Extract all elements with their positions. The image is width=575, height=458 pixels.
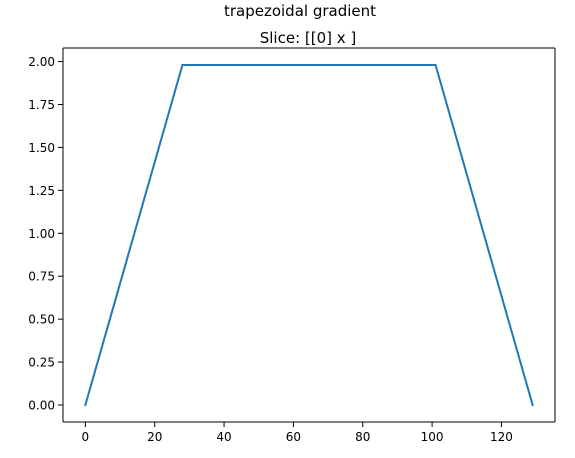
y-tick-label: 0.00 (28, 399, 55, 413)
x-tick-label: 40 (216, 430, 231, 444)
axes-title: Slice: [[0] x ] (260, 29, 357, 47)
y-tick-label: 1.00 (28, 227, 55, 241)
x-tick-label: 120 (490, 430, 513, 444)
y-tick-label: 0.50 (28, 313, 55, 327)
series-line-0 (84, 64, 534, 407)
y-tick-label: 0.75 (28, 270, 55, 284)
y-tick-label: 0.25 (28, 356, 55, 370)
x-tick-label: 60 (286, 430, 301, 444)
y-tick-label: 1.75 (28, 98, 55, 112)
y-tick-label: 1.25 (28, 184, 55, 198)
x-tick-label: 80 (355, 430, 370, 444)
figure-suptitle: trapezoidal gradient (224, 2, 376, 20)
plot-area: 0 20 40 60 80 100 120 0.00 0.25 0.50 0.75 1.00 1.25 1… (28, 47, 556, 444)
y-tick-label: 1.50 (28, 141, 55, 155)
x-tick-label: 100 (421, 430, 444, 444)
x-tick-label: 0 (82, 430, 90, 444)
x-tick-label: 20 (147, 430, 162, 444)
y-tick-label: 2.00 (28, 55, 55, 69)
